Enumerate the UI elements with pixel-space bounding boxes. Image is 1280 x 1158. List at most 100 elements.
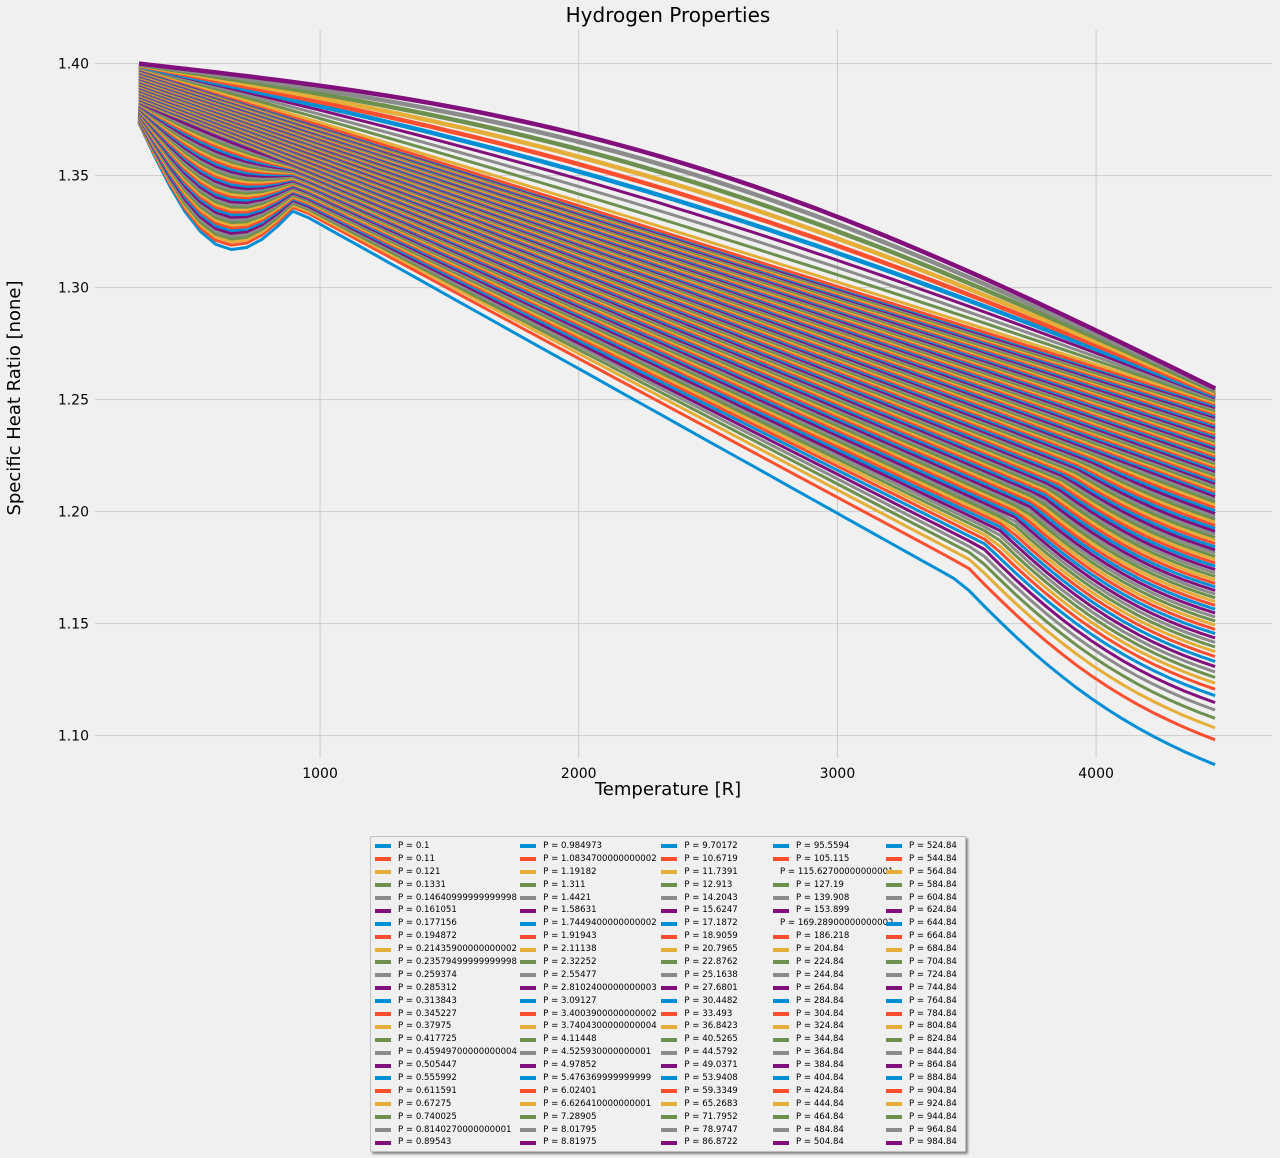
legend-item: P = 0.8140270000000001 — [375, 1124, 520, 1137]
legend-label: P = 153.899 — [795, 905, 850, 916]
legend-label: P = 504.84 — [795, 1137, 844, 1148]
legend-column: P = 95.5594 P = 105.115 P = 115.6270000000… — [772, 840, 894, 1151]
legend-label: P = 1.0834700000000002 — [543, 853, 657, 864]
legend-swatch — [520, 1128, 537, 1133]
legend-label: P = 2.11138 — [543, 944, 597, 955]
legend-swatch — [375, 934, 391, 939]
legend-swatch — [885, 1037, 902, 1042]
legend-swatch — [375, 947, 391, 952]
legend-item: P = 86.8722 — [661, 1136, 773, 1149]
legend-swatch — [520, 844, 537, 849]
legend-item: P = 744.84 — [885, 982, 965, 995]
legend-swatch — [885, 1024, 902, 1029]
legend-item: P = 404.84 — [772, 1072, 886, 1085]
legend-label: P = 4.525930000000001 — [543, 1047, 652, 1058]
legend-swatch — [661, 1037, 678, 1042]
legend-label: P = 4.11448 — [543, 1034, 597, 1045]
legend-swatch — [772, 908, 789, 913]
legend-swatch — [520, 1050, 537, 1055]
legend-label: P = 684.84 — [908, 944, 957, 955]
legend-swatch — [772, 1102, 789, 1107]
legend-item: P = 17.1872 — [661, 917, 773, 930]
legend-label: P = 0.89543 — [398, 1137, 452, 1148]
legend-label: P = 186.218 — [795, 931, 850, 942]
legend-item: P = 0.611591 — [375, 1085, 520, 1098]
legend-item: P = 53.9408 — [661, 1072, 773, 1085]
series-line — [138, 65, 1216, 400]
ticks: 1000 2000 3000 4000 1.10 1.15 1.20 1.25 1.30 1.35… — [58, 57, 1114, 782]
legend-label: P = 0.1 — [398, 841, 430, 851]
legend-label: P = 924.84 — [908, 1098, 957, 1109]
y-tick-label: 1.30 — [58, 281, 89, 297]
legend-item: P = 8.81975 — [520, 1136, 661, 1149]
legend-item: P = 664.84 — [885, 930, 965, 943]
legend-label: P = 8.01795 — [543, 1124, 597, 1135]
legend-label: P = 0.37975 — [398, 1021, 452, 1032]
legend-swatch — [375, 973, 391, 978]
legend-swatch — [520, 1037, 537, 1042]
legend-item: P = 684.84 — [885, 943, 965, 956]
legend-label: P = 30.4482 — [684, 995, 738, 1006]
legend-label: P = 5.476369999999999 — [543, 1073, 652, 1084]
legend-swatch — [661, 883, 678, 888]
legend-item: P = 764.84 — [885, 995, 965, 1008]
legend-item: P = 0.505447 — [375, 1059, 520, 1072]
legend-label: P = 2.55477 — [543, 969, 597, 980]
legend-swatch — [661, 1128, 678, 1133]
legend-swatch — [661, 921, 678, 926]
legend-item: P = 724.84 — [885, 969, 965, 982]
legend-item: P = 95.5594 — [772, 840, 886, 853]
legend-item: P = 444.84 — [772, 1098, 886, 1111]
legend-item: P = 624.84 — [885, 904, 965, 917]
legend-item: P = 2.8102400000000003 — [520, 982, 661, 995]
y-axis-label: Specific Heat Ratio [none] — [4, 280, 25, 515]
legend-swatch — [520, 973, 537, 978]
legend-label: P = 204.84 — [795, 944, 844, 955]
legend-swatch — [375, 1089, 391, 1094]
legend-item: P = 0.161051 — [375, 904, 520, 917]
legend-label: P = 9.70172 — [684, 841, 738, 851]
legend-label: P = 0.345227 — [398, 1008, 457, 1019]
legend-label: P = 0.259374 — [398, 969, 457, 980]
legend-item: P = 564.84 — [885, 866, 965, 879]
legend-swatch — [661, 1140, 678, 1145]
legend-label: P = 22.8762 — [684, 957, 738, 968]
legend-label: P = 664.84 — [908, 931, 957, 942]
legend-label: P = 464.84 — [795, 1111, 844, 1122]
legend-swatch — [520, 934, 537, 939]
legend-swatch — [661, 1050, 678, 1055]
series-line — [137, 122, 1216, 767]
legend-label: P = 0.11 — [398, 853, 435, 864]
legend-item: P = 127.19 — [772, 879, 886, 892]
legend-label: P = 4.97852 — [543, 1060, 597, 1071]
legend-label: P = 36.8423 — [684, 1021, 738, 1032]
legend-item: P = 424.84 — [772, 1085, 886, 1098]
y-tick-label: 1.35 — [58, 169, 89, 185]
chart-title: Hydrogen Properties — [566, 3, 771, 27]
legend-swatch — [772, 1012, 789, 1017]
legend-item: P = 2.32252 — [520, 956, 661, 969]
legend-label: P = 0.161051 — [398, 905, 457, 916]
legend-item: P = 884.84 — [885, 1072, 965, 1085]
legend-swatch — [520, 1115, 537, 1120]
legend-item: P = 964.84 — [885, 1124, 965, 1137]
legend-swatch — [661, 908, 678, 913]
legend-swatch — [885, 934, 902, 939]
legend-label: P = 115.62700000000001 — [779, 866, 894, 877]
legend-label: P = 0.611591 — [398, 1085, 457, 1096]
legend-item: P = 844.84 — [885, 1046, 965, 1059]
series-layer — [137, 61, 1217, 767]
legend-item: P = 1.7449400000000002 — [520, 917, 661, 930]
legend-item: P = 169.28900000000002 — [773, 917, 894, 930]
legend-label: P = 0.740025 — [398, 1111, 457, 1122]
chart-svg: Hydrogen Properties 1000 2000 3000 4000 1.10… — [4, 3, 1272, 800]
legend-label: P = 1.7449400000000002 — [543, 918, 657, 929]
legend-label: P = 15.6247 — [684, 905, 738, 916]
legend-item: P = 544.84 — [885, 853, 965, 866]
legend-swatch — [375, 883, 391, 888]
legend-item: P = 7.28905 — [520, 1111, 661, 1124]
legend-label: P = 424.84 — [795, 1085, 844, 1096]
x-tick-label: 4000 — [1078, 766, 1114, 782]
legend-label: P = 59.3349 — [684, 1085, 738, 1096]
series-line — [138, 67, 1216, 406]
